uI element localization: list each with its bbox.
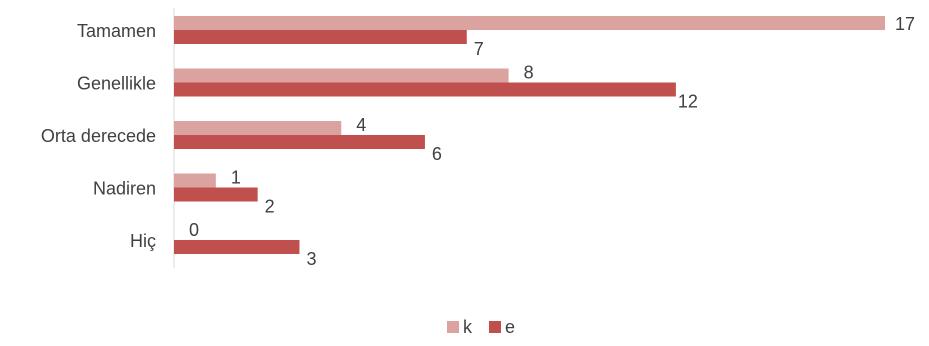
data-label-k-tamamen: 17	[895, 14, 915, 34]
bar-e-nadiren	[174, 187, 258, 202]
legend-swatch-k	[447, 321, 459, 333]
bar-k-tamamen	[174, 16, 885, 30]
data-label-k-genellikle: 8	[524, 63, 534, 83]
category-label-hic: Hiç	[130, 231, 156, 251]
bar-e-genellikle	[174, 82, 676, 97]
bar-k-orta-derecede	[174, 121, 342, 135]
data-label-k-nadiren: 1	[231, 168, 241, 188]
bars	[174, 16, 885, 254]
data-label-e-orta-derecede: 6	[432, 144, 442, 164]
category-label-genellikle: Genellikle	[77, 74, 156, 94]
bar-k-nadiren	[174, 173, 216, 188]
data-label-k-orta-derecede: 4	[356, 115, 366, 135]
bar-e-hic	[174, 240, 300, 254]
data-label-e-nadiren: 2	[265, 197, 275, 217]
bar-k-genellikle	[174, 68, 509, 83]
legend-label-e: e	[505, 317, 515, 337]
legend-label-k: k	[463, 317, 473, 337]
data-label-k-hic: 0	[189, 220, 199, 240]
category-labels: Tamamen Genellikle Orta derecede Nadiren Hiç	[41, 21, 156, 251]
category-label-orta-derecede: Orta derecede	[41, 126, 156, 146]
data-label-e-genellikle: 12	[678, 92, 698, 112]
category-label-tamamen: Tamamen	[77, 21, 156, 41]
bar-e-orta-derecede	[174, 135, 425, 149]
category-label-nadiren: Nadiren	[93, 179, 156, 199]
data-label-e-hic: 3	[306, 249, 316, 269]
data-label-e-tamamen: 7	[474, 39, 484, 59]
legend-swatch-e	[489, 321, 501, 333]
bar-e-tamamen	[174, 30, 467, 44]
